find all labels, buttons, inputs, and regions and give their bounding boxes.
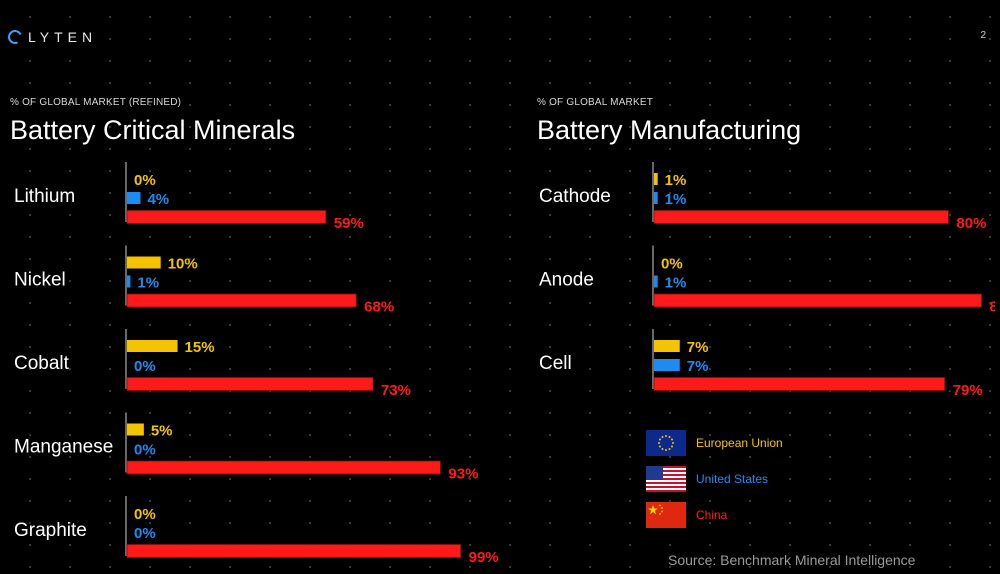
brand-logo: LYTEN — [6, 28, 98, 46]
china-flag-icon — [646, 502, 686, 528]
legend: European Union United States China — [646, 430, 783, 538]
legend-item-eu: European Union — [646, 430, 783, 456]
bar-nickel-eu — [127, 256, 161, 269]
data-label-cell-china: 79% — [953, 382, 983, 399]
bar-graphite-china — [126, 544, 462, 558]
data-label-cobalt-china: 73% — [381, 382, 411, 399]
data-label-cell-eu: 7% — [687, 339, 709, 356]
legend-label-china: China — [696, 508, 728, 522]
bar-manganese-china — [126, 460, 441, 475]
bar-anode-us — [654, 275, 658, 288]
bar-anode-china — [653, 293, 982, 308]
bar-cobalt-china — [126, 377, 374, 391]
right-chart-title: Battery Manufacturing — [537, 115, 802, 145]
data-label-graphite-china: 99% — [469, 549, 499, 565]
critical-minerals-chart: Lithium 0% 4% 59% Nickel 10% 1% 68% Cobalt 15% 0% 7… — [14, 162, 499, 565]
right-chart-subtitle: % OF GLOBAL MARKET — [537, 97, 654, 108]
eu-flag-icon — [646, 430, 686, 456]
data-label-cell-us: 7% — [687, 358, 709, 375]
bar-cathode-eu — [654, 173, 658, 185]
category-label-cobalt: Cobalt — [14, 353, 70, 374]
bar-cell-us — [654, 359, 680, 371]
data-label-graphite-eu: 0% — [134, 506, 156, 523]
data-label-anode-us: 1% — [665, 275, 687, 292]
left-chart-title: Battery Critical Minerals — [10, 115, 296, 145]
data-label-nickel-us: 1% — [137, 275, 159, 292]
bar-cobalt-eu — [127, 340, 178, 352]
left-chart-subtitle: % OF GLOBAL MARKET (REFINED) — [10, 97, 182, 108]
source-note: Source: Benchmark Mineral Intelligence — [668, 552, 916, 568]
bar-lithium-china — [126, 210, 327, 224]
category-label-graphite: Graphite — [14, 520, 87, 541]
bar-manganese-eu — [127, 423, 144, 436]
bar-cell-eu — [654, 340, 680, 352]
brand-name: LYTEN — [28, 29, 98, 45]
data-label-cobalt-eu: 15% — [185, 339, 215, 356]
data-label-lithium-us: 4% — [147, 191, 169, 208]
bar-nickel-china — [126, 293, 357, 308]
category-label-nickel: Nickel — [14, 270, 66, 291]
legend-item-china: China — [646, 502, 783, 528]
category-label-manganese: Manganese — [14, 437, 113, 458]
bar-cathode-us — [654, 192, 658, 204]
data-label-anode-eu: 0% — [661, 256, 683, 273]
data-label-cathode-eu: 1% — [665, 172, 687, 189]
data-label-manganese-us: 0% — [134, 442, 156, 459]
data-label-nickel-eu: 10% — [168, 256, 198, 273]
category-label-lithium: Lithium — [14, 186, 75, 207]
legend-label-eu: European Union — [696, 436, 783, 450]
data-label-nickel-china: 68% — [364, 299, 394, 316]
bar-cathode-china — [653, 210, 949, 224]
data-label-lithium-eu: 0% — [134, 172, 156, 189]
data-label-cathode-us: 1% — [665, 191, 687, 208]
data-label-anode-china: 89% — [990, 299, 995, 316]
page-number: 2 — [980, 30, 986, 41]
bar-cell-china — [653, 377, 946, 391]
data-label-graphite-us: 0% — [134, 525, 156, 542]
us-flag-icon — [646, 466, 686, 492]
data-label-lithium-china: 59% — [334, 215, 364, 232]
data-label-manganese-china: 93% — [448, 466, 478, 483]
data-label-cathode-china: 80% — [956, 215, 986, 232]
category-label-cathode: Cathode — [539, 186, 611, 207]
data-label-cobalt-us: 0% — [134, 358, 156, 375]
bar-nickel-us — [127, 275, 131, 288]
category-label-cell: Cell — [539, 353, 572, 374]
legend-item-us: United States — [646, 466, 783, 492]
data-label-manganese-eu: 5% — [151, 423, 173, 440]
logo-mark-icon — [6, 28, 24, 46]
legend-label-us: United States — [696, 472, 769, 486]
battery-manufacturing-chart: Cathode 1% 1% 80% Anode 0% 1% 89% Cell 7% 7% 79% — [539, 162, 995, 399]
bar-lithium-us — [127, 192, 141, 204]
category-label-anode: Anode — [539, 270, 594, 291]
